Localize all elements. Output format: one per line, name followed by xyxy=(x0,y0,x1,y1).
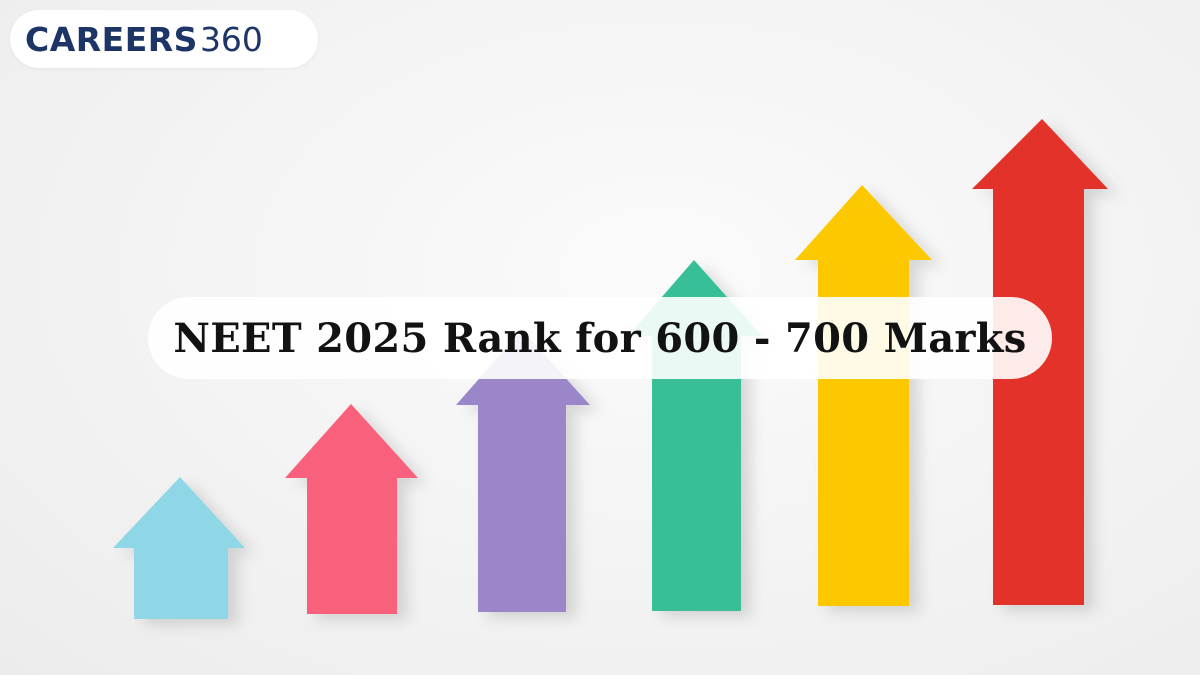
careers360-logo[interactable]: CAREERS 360 xyxy=(10,10,318,68)
headline-banner: NEET 2025 Rank for 600 - 700 Marks xyxy=(148,297,1052,379)
page-title: NEET 2025 Rank for 600 - 700 Marks xyxy=(173,314,1027,362)
logo-brand-text: CAREERS xyxy=(25,19,198,59)
arrow-purple xyxy=(456,330,590,612)
arrow-cyan xyxy=(113,477,245,619)
logo-number-text: 360 xyxy=(199,19,263,59)
arrow-yellow xyxy=(795,185,932,606)
arrow-pink xyxy=(285,404,418,614)
